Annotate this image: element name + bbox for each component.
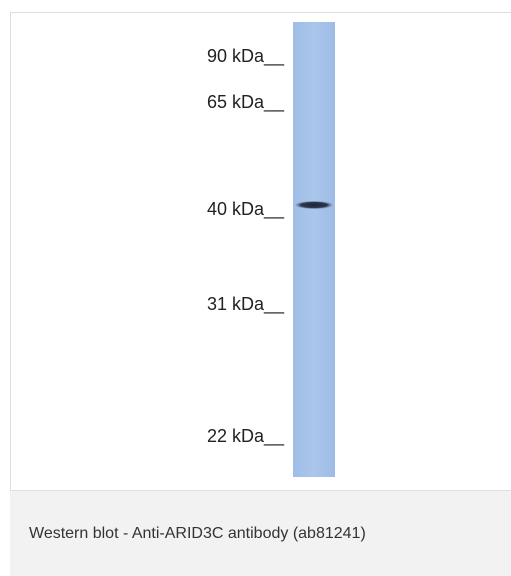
page: 90 kDa__ 65 kDa__ 40 kDa__ 31 kDa__ 22 k… (0, 0, 511, 576)
blot-image: 90 kDa__ 65 kDa__ 40 kDa__ 31 kDa__ 22 k… (0, 0, 511, 490)
marker-label: 31 kDa__ (207, 294, 285, 315)
marker-label: 40 kDa__ (207, 199, 285, 220)
caption-area: Western blot - Anti-ARID3C antibody (ab8… (10, 490, 511, 576)
marker-label: 90 kDa__ (207, 46, 285, 67)
marker-label: 65 kDa__ (207, 92, 285, 113)
band (295, 201, 333, 209)
caption: Western blot - Anti-ARID3C antibody (ab8… (29, 525, 366, 543)
marker-label: 22 kDa__ (207, 426, 285, 447)
lane (293, 22, 335, 477)
